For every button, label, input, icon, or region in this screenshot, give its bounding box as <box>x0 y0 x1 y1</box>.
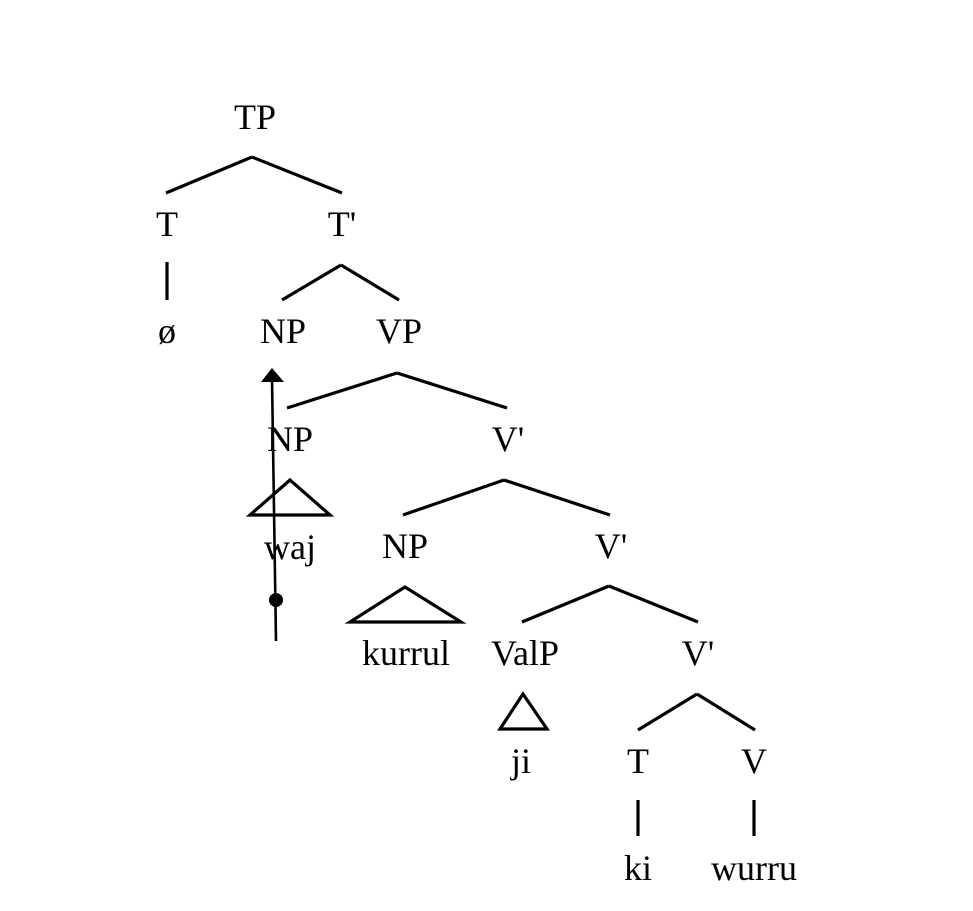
triangle-waj <box>245 477 335 517</box>
label-vp: VP <box>376 311 422 351</box>
arrowhead-icon <box>261 368 284 382</box>
branch-vp-vbar <box>396 371 508 410</box>
label-ji: ji <box>509 741 531 781</box>
branch-tbar-np <box>281 263 342 302</box>
trace-dot-icon <box>269 593 283 607</box>
label-t-bar: T' <box>328 204 356 244</box>
branch-vbar1-np <box>402 478 505 517</box>
branch-vp-np <box>286 371 398 410</box>
branch-vbar2-vbar3 <box>608 584 699 624</box>
label-np-obj: NP <box>382 526 428 566</box>
label-v-bar-1: V' <box>492 419 524 459</box>
label-np-spec-t: NP <box>260 311 306 351</box>
label-v-bar-2: V' <box>595 526 627 566</box>
branch-tbar-vp <box>340 263 400 302</box>
branch-vbar2-valp <box>521 584 610 624</box>
branch-vbar3-t <box>637 692 698 732</box>
node-labels: TP T T' ø NP VP NP V' waj NP V' kurrul V… <box>156 97 797 888</box>
label-v: V <box>741 741 767 781</box>
label-null-t: ø <box>158 311 176 351</box>
label-kurrul: kurrul <box>362 633 450 673</box>
label-wurru: wurru <box>711 848 797 888</box>
movement-arrow <box>261 368 284 642</box>
triangle-kurrul <box>344 585 467 624</box>
branch-vbar3-v <box>696 692 756 732</box>
label-ki: ki <box>624 848 652 888</box>
label-valp: ValP <box>491 633 559 673</box>
triangles <box>245 477 551 731</box>
branch-tp-tbar <box>251 155 343 195</box>
triangle-ji <box>497 691 551 731</box>
label-t: T <box>156 204 178 244</box>
label-tp: TP <box>234 97 276 137</box>
label-waj: waj <box>264 527 316 567</box>
branches <box>165 155 756 836</box>
label-np-spec-v: NP <box>267 419 313 459</box>
label-t-low: T <box>627 741 649 781</box>
label-v-bar-3: V' <box>682 633 714 673</box>
branch-tp-t <box>165 155 253 195</box>
branch-vbar1-vbar2 <box>503 478 611 517</box>
